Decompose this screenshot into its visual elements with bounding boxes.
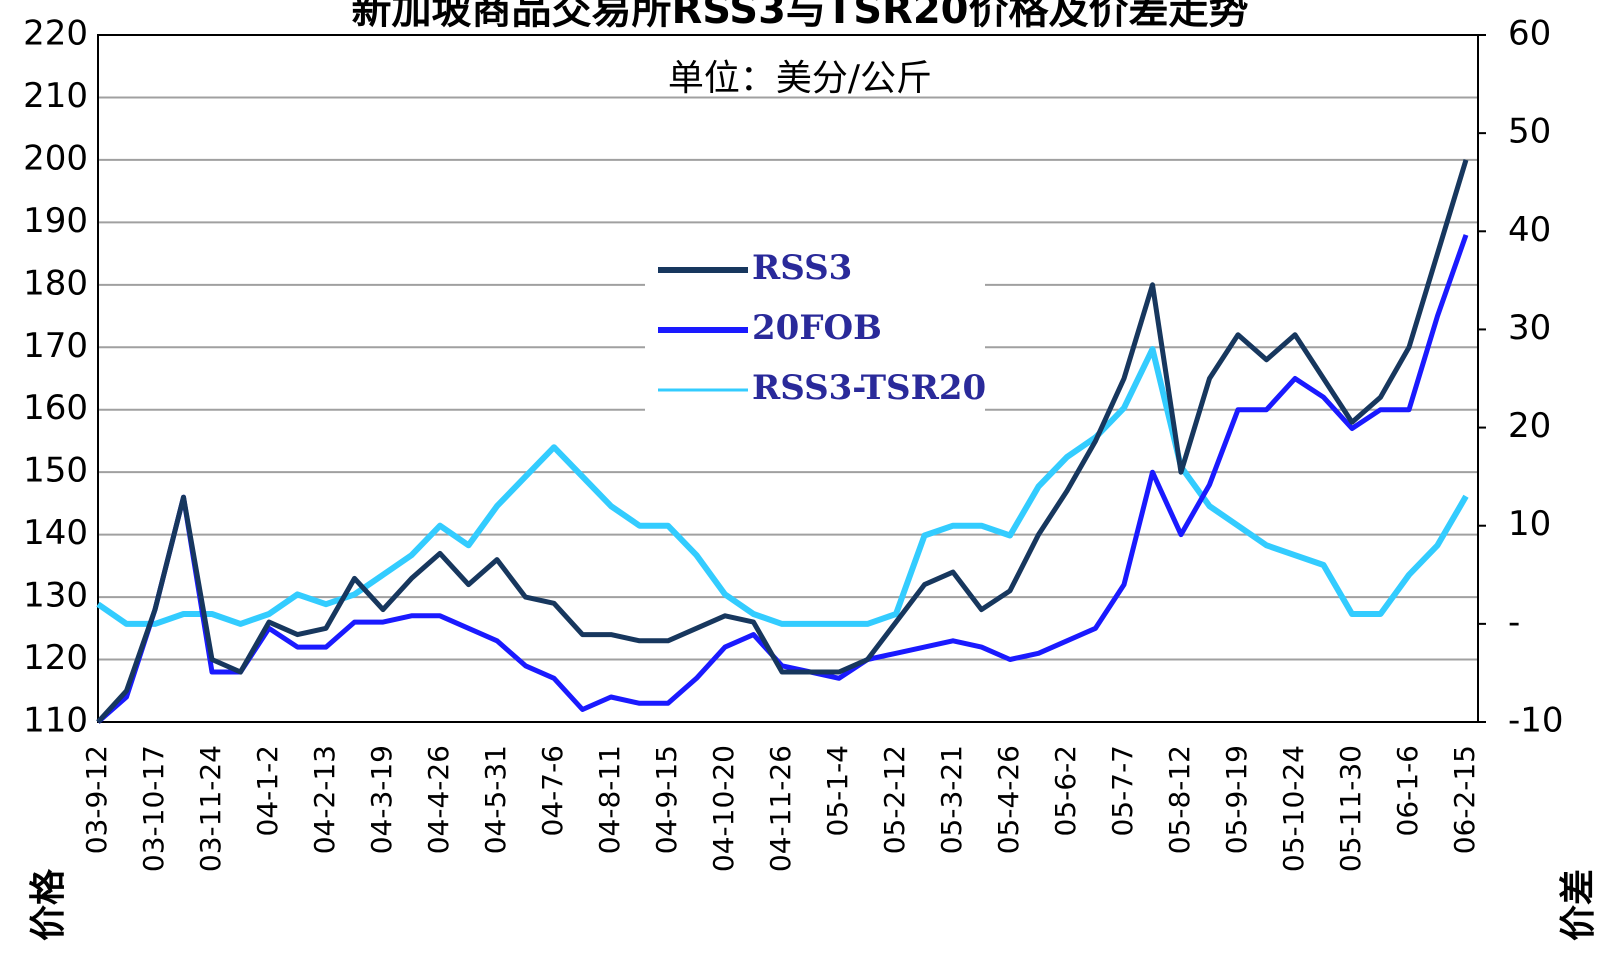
x-tick-label: 04-2-13 [308,745,341,854]
y2-tick-label: -10 [1508,701,1564,741]
y-tick-label: 110 [23,701,88,741]
x-tick-label: 06-1-6 [1391,745,1424,836]
x-tick-label: 04-10-20 [707,745,740,872]
y2-tick-label: 50 [1508,112,1551,152]
y-tick-label: 210 [23,76,88,116]
x-tick-label: 05-7-7 [1106,745,1139,836]
series-line [96,159,1469,724]
x-tick-label: 04-9-15 [650,745,683,854]
y-tick-label: 130 [23,576,88,616]
y-tick-label: 120 [23,638,88,678]
x-tick-label: 05-10-24 [1277,745,1310,872]
plot-frame [97,34,1479,723]
y2-tick-label: 30 [1508,308,1551,348]
x-tick-label: 04-11-26 [764,745,797,872]
x-tick-label: 03-11-24 [194,745,227,872]
y-tick-label: 170 [23,326,88,366]
x-tick-label: 04-4-26 [422,745,455,854]
x-tick-label: 05-3-21 [935,745,968,854]
y-tick-label: 180 [23,263,88,303]
x-tick-label: 04-7-6 [536,745,569,836]
y2-tick-label: 10 [1508,504,1551,544]
y-tick-label: 190 [23,201,88,241]
y2-tick-label: - [1508,602,1520,642]
x-tick-label: 04-3-19 [365,745,398,854]
legend-label: RSS3 [752,248,852,288]
y-axis-label: 价格 [28,868,69,941]
x-tick-label: 05-6-2 [1049,745,1082,836]
x-tick-label: 05-1-4 [821,745,854,836]
y-tick-label: 140 [23,513,88,553]
x-tick-label: 05-9-19 [1220,745,1253,854]
x-tick-label: 04-1-2 [251,745,284,836]
series-line [96,234,1469,724]
y-tick-label: 220 [23,14,88,54]
y2-tick-label: 40 [1508,210,1551,250]
x-tick-label: 04-8-11 [593,745,626,854]
y2-tick-label: 60 [1508,14,1551,54]
chart-title: 新加坡商品交易所RSS3与TSR20价格及价差走势 [351,0,1248,33]
y2-axis-label: 价差 [1558,869,1599,941]
chart-subtitle: 单位：美分/公斤 [668,58,932,99]
y-tick-label: 160 [23,388,88,428]
series-line [96,346,1469,627]
y-tick-label: 150 [23,451,88,491]
legend-label: RSS3-TSR20 [752,368,986,408]
x-tick-label: 06-2-15 [1448,745,1481,854]
x-tick-label: 04-5-31 [479,745,512,854]
y-tick-label: 200 [23,138,88,178]
y2-tick-label: 20 [1508,406,1551,446]
x-tick-label: 05-8-12 [1163,745,1196,854]
x-tick-label: 03-9-12 [80,745,113,854]
x-tick-label: 05-2-12 [878,745,911,854]
legend-label: 20FOB [752,308,882,348]
x-tick-label: 03-10-17 [137,745,170,872]
x-tick-label: 05-11-30 [1334,745,1367,872]
x-tick-label: 05-4-26 [992,745,1025,854]
